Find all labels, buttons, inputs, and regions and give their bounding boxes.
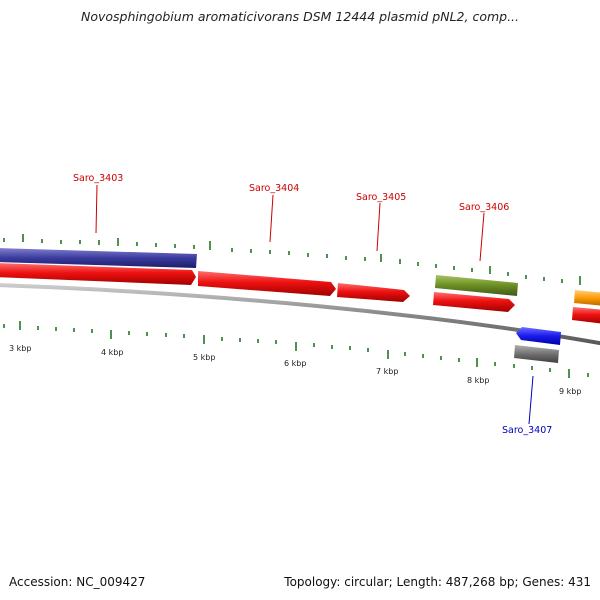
gene-bar-saro-3406[interactable]: [435, 275, 518, 296]
gene-bar-orange[interactable]: [574, 290, 600, 306]
gene-label-saro-3403[interactable]: Saro_3403: [73, 173, 123, 184]
leader-saro-3403: [95, 184, 98, 234]
kbp-label-4: 4 kbp: [101, 348, 123, 357]
gene-arrow-saro-3407[interactable]: [516, 327, 561, 345]
map-title: Novosphingobium aromaticivorans DSM 1244…: [80, 9, 520, 24]
kbp-label-8: 8 kbp: [467, 376, 489, 385]
cds-arrow-saro-3406[interactable]: [433, 292, 515, 312]
gene-bar-saro-3403[interactable]: [0, 248, 197, 268]
gc-skew-ticks-lower: [3, 321, 589, 378]
leader-saro-3404: [269, 194, 274, 243]
kbp-label-3: 3 kbp: [9, 344, 31, 353]
gene-label-saro-3407[interactable]: Saro_3407: [502, 425, 552, 436]
leader-saro-3405: [376, 202, 381, 252]
cds-arrow-right-edge[interactable]: [572, 307, 600, 324]
kbp-label-6: 6 kbp: [284, 359, 306, 368]
kbp-label-9: 9 kbp: [559, 387, 581, 396]
gene-bar-gray[interactable]: [514, 345, 559, 363]
gc-skew-ticks-upper: [3, 234, 581, 285]
leader-saro-3407: [528, 375, 534, 425]
leader-saro-3406: [479, 212, 485, 262]
gene-label-saro-3405[interactable]: Saro_3405: [356, 192, 406, 203]
cds-arrow-saro-3405[interactable]: [337, 283, 410, 302]
kbp-label-7: 7 kbp: [376, 367, 398, 376]
gene-label-saro-3404[interactable]: Saro_3404: [249, 183, 299, 194]
genome-backbone: [0, 283, 600, 346]
kbp-label-5: 5 kbp: [193, 353, 215, 362]
accession-text: Accession: NC_009427: [9, 575, 146, 589]
gene-label-saro-3406[interactable]: Saro_3406: [459, 202, 509, 213]
cds-arrow-saro-3404[interactable]: [198, 271, 336, 296]
cds-arrow-saro-3403[interactable]: [0, 263, 196, 285]
topology-summary-text: Topology: circular; Length: 487,268 bp; …: [284, 575, 591, 589]
